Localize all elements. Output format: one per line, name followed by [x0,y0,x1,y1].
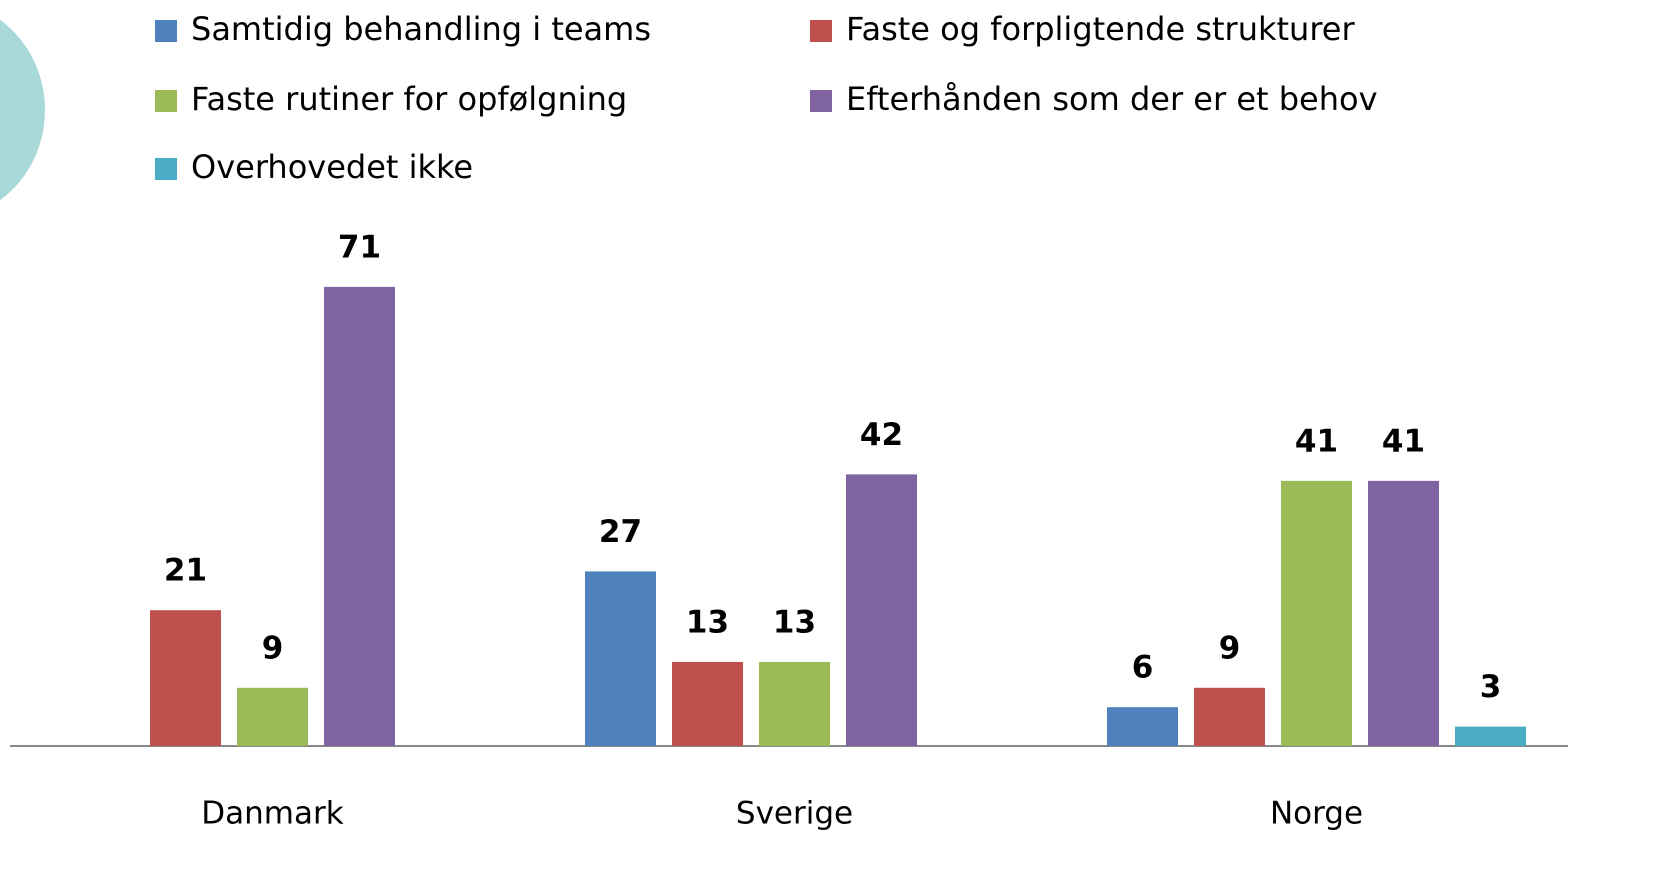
legend-label: Overhovedet ikke [191,148,473,186]
bar [150,610,221,746]
data-label: 9 [1219,630,1241,666]
data-label: 13 [686,604,729,640]
data-label: 41 [1382,423,1425,459]
bar [585,571,656,746]
data-label: 71 [338,229,381,265]
legend-label: Efterhånden som der er et behov [846,80,1378,118]
bar [1368,480,1439,746]
bar [324,286,395,746]
bar [672,661,743,746]
bar [237,687,308,746]
legend-swatch [810,90,832,112]
data-label: 13 [773,604,816,640]
data-label: 9 [262,630,284,666]
data-label: 6 [1132,650,1154,686]
bar [759,661,830,746]
legend-swatch [810,20,832,42]
legend-swatch [155,90,177,112]
x-tick-label: Danmark [201,796,343,832]
data-label: 42 [860,417,903,453]
data-label: 41 [1295,423,1338,459]
legend-label: Faste rutiner for opfølgning [191,80,627,118]
bar [1455,726,1526,746]
legend-label: Faste og forpligtende strukturer [846,10,1355,48]
data-label: 3 [1480,669,1502,705]
legend-swatch [155,158,177,180]
data-label: 21 [164,553,207,589]
bar [1281,480,1352,746]
data-label: 27 [599,514,642,550]
bar [846,474,917,746]
bar [1194,687,1265,746]
x-tick-label: Sverige [736,796,853,832]
x-tick-label: Norge [1270,796,1363,832]
legend-label: Samtidig behandling i teams [191,10,651,48]
legend-swatch [155,20,177,42]
bar [1107,707,1178,746]
decor-circle [0,19,45,201]
